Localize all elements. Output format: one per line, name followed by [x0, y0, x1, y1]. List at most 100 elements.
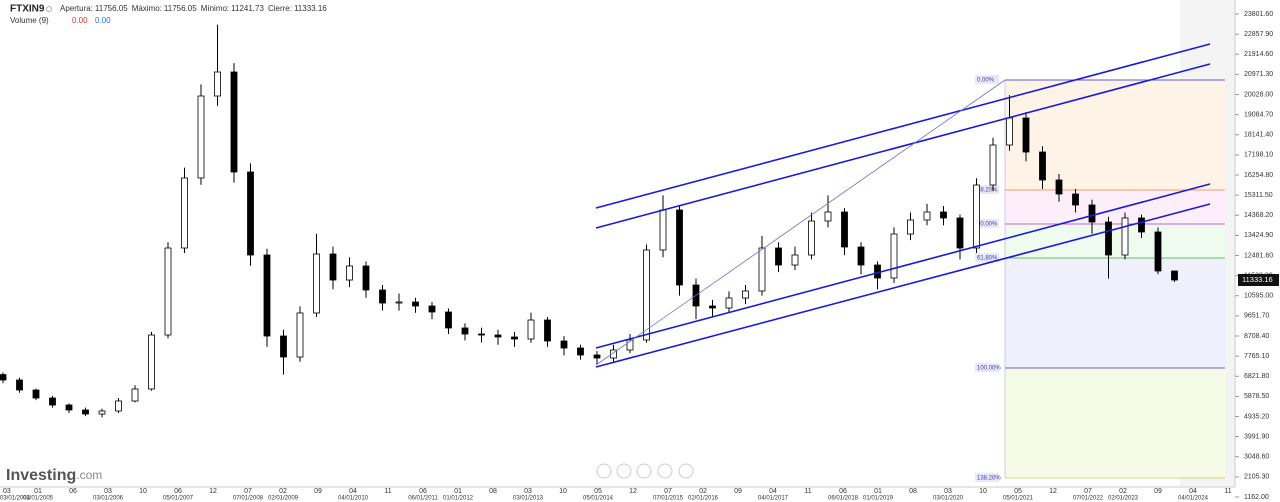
candle-body — [527, 319, 535, 340]
x-tick-label: 06 — [839, 488, 847, 495]
candle-body — [758, 247, 766, 292]
quote-label: Máximo: — [132, 4, 162, 13]
x-date-label: 04/01/2017 — [758, 496, 789, 502]
candle-body — [412, 301, 419, 307]
y-tick-label: 4935.20 — [1244, 413, 1269, 420]
candle-body — [956, 217, 964, 249]
x-date-label: 01/01/2019 — [863, 496, 894, 502]
x-date-label: 01/01/2005 — [23, 496, 54, 502]
y-tick-label: 12481.60 — [1244, 252, 1273, 259]
x-date-label: 06/01/2018 — [828, 496, 859, 502]
y-tick-label: 16254.80 — [1244, 172, 1273, 179]
candle-body — [1022, 117, 1030, 153]
candles — [0, 24, 1178, 418]
x-tick-label: 11 — [804, 488, 811, 495]
candle-body — [511, 336, 518, 340]
tool-button[interactable] — [678, 463, 694, 479]
candle-body — [1121, 217, 1129, 256]
trend-line — [595, 203, 1211, 368]
y-tick-label: 21914.60 — [1244, 51, 1273, 58]
brand: Investing.com — [6, 467, 102, 484]
fib-label-box — [975, 362, 999, 372]
quote-value: 11756.05 — [95, 4, 128, 13]
candle-body — [329, 253, 337, 281]
candle-body — [82, 409, 89, 415]
symbol: FTXIN9 — [10, 4, 45, 15]
y-tick-label: 10595.00 — [1244, 293, 1273, 300]
tool-button[interactable] — [657, 463, 673, 479]
candle-body — [709, 305, 716, 309]
x-date-label: 04/01/2010 — [338, 496, 369, 502]
quote: Apertura: 11756.05 Máximo: 11756.05 Mínimo: 1… — [60, 4, 327, 13]
candle-body — [742, 290, 749, 299]
x-tick-label: 03 — [3, 488, 11, 495]
y-tick-label: 7765.10 — [1244, 353, 1269, 360]
x-tick-label: 01 — [454, 488, 462, 495]
x-date-label: 02/01/2016 — [688, 496, 719, 502]
last-price-label: 11333.16 — [1242, 275, 1273, 284]
icon[interactable] — [46, 6, 52, 12]
candle-body — [610, 349, 617, 359]
tool-button[interactable] — [636, 463, 652, 479]
candle-body — [791, 254, 799, 266]
x-tick-label: 01 — [34, 488, 42, 495]
trend-line — [595, 79, 1006, 366]
x-date-label: 05/01/2007 — [163, 496, 194, 502]
x-tick-label: 03 — [944, 488, 952, 495]
candle-body — [1138, 217, 1145, 233]
candle-body — [676, 209, 683, 286]
candle-body — [346, 265, 353, 281]
candle-body — [989, 144, 997, 186]
candle-body — [181, 177, 188, 249]
candle-body — [280, 335, 287, 358]
trend-line — [595, 43, 1211, 209]
quote-label: Mínimo: — [201, 4, 229, 13]
fib-label-box — [975, 74, 999, 84]
fib-label-box — [975, 218, 999, 228]
candle-body — [131, 388, 139, 402]
fib-label-box — [975, 473, 999, 483]
candle-body — [907, 219, 914, 235]
x-tick-label: 10 — [139, 488, 147, 495]
fib-label: 0.00% — [977, 78, 995, 84]
candle-body — [478, 333, 485, 336]
brand-suffix: .com — [76, 468, 102, 482]
volume-label: Volume (9) — [10, 16, 49, 25]
fib-band — [1005, 79, 1225, 191]
x-tick-label: 12 — [1049, 488, 1057, 495]
x-date-label: 04/01/2024 — [1178, 496, 1209, 502]
tool-button[interactable] — [596, 463, 612, 479]
x-tick-label: 03 — [104, 488, 112, 495]
candle-body — [461, 327, 469, 335]
x-tick-label: 09 — [314, 488, 322, 495]
candle-body — [0, 374, 7, 381]
quote-value: 11333.16 — [294, 4, 327, 13]
trend-line — [595, 183, 1211, 349]
candle-body — [544, 319, 551, 342]
y-tick-label: 3991.90 — [1244, 433, 1269, 440]
quote-label: Apertura: — [60, 4, 93, 13]
y-tick-label: 5878.50 — [1244, 393, 1269, 400]
fib-band — [1005, 257, 1225, 368]
candle-body — [395, 301, 403, 304]
x-tick-label: 07 — [1084, 488, 1092, 495]
candle-body — [98, 410, 106, 415]
x-tick-label: 07 — [664, 488, 672, 495]
x-tick-label: 05 — [594, 488, 602, 495]
y-tick-label: 20971.30 — [1244, 71, 1273, 78]
candle-body — [593, 354, 601, 359]
candle-body — [659, 209, 667, 251]
candle-body — [1088, 204, 1096, 223]
y-tick-label: 6821.80 — [1244, 373, 1269, 380]
y-tick-label: 22857.90 — [1244, 31, 1273, 38]
x-date-label: 02/01/2009 — [268, 496, 299, 502]
x-tick-label: 08 — [489, 488, 497, 495]
candle-body — [230, 71, 238, 173]
fib-label: 38.20% — [977, 188, 998, 194]
candle-body — [49, 397, 56, 406]
x-tick-label: 11 — [1224, 488, 1231, 495]
fibonacci: 0.00% 38.20% 50.00% 61.80% 100.00% 138.20% — [975, 74, 1225, 483]
tool-button[interactable] — [616, 463, 632, 479]
